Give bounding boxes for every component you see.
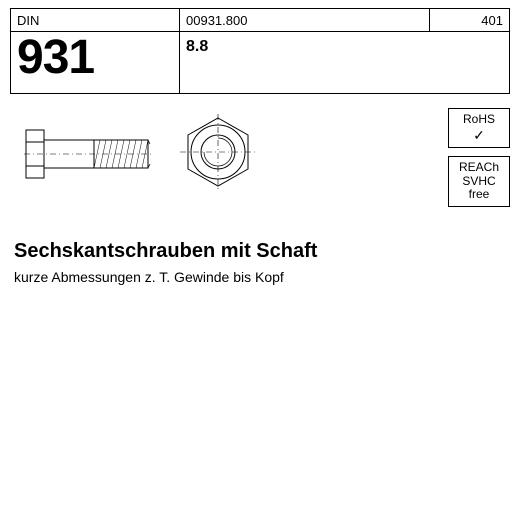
grade-value: 8.8 — [186, 38, 208, 56]
main-number-cell: 931 — [10, 32, 180, 93]
standard-number: 931 — [17, 34, 94, 82]
main-grade-cell: 8.8 — [180, 32, 510, 93]
reach-line1: REACh — [451, 161, 507, 175]
product-title: Sechskantschrauben mit Schaft — [14, 240, 510, 263]
reach-line2: SVHC — [451, 175, 507, 189]
product-subtitle: kurze Abmessungen z. T. Gewinde bis Kopf — [14, 269, 510, 285]
rohs-label: RoHS — [451, 113, 507, 127]
reach-badge: REACh SVHC free — [448, 156, 510, 207]
reach-line3: free — [451, 188, 507, 202]
diagram-area: RoHS ✓ REACh SVHC free — [10, 94, 510, 234]
rohs-check-icon: ✓ — [451, 127, 507, 143]
header-right-code: 401 — [481, 13, 503, 28]
header-right-cell: 401 — [430, 9, 510, 31]
header-code-cell: 00931.800 — [180, 9, 430, 31]
spec-card: DIN 00931.800 401 931 8.8 — [10, 8, 510, 378]
rohs-badge: RoHS ✓ — [448, 108, 510, 148]
main-row: 931 8.8 — [10, 32, 510, 94]
compliance-badges: RoHS ✓ REACh SVHC free — [448, 108, 510, 207]
bolt-side-view-icon — [24, 122, 154, 192]
header-row: DIN 00931.800 401 — [10, 8, 510, 32]
bolt-hex-view-icon — [178, 112, 258, 192]
header-code: 00931.800 — [186, 13, 247, 28]
header-standard-cell: DIN — [10, 9, 180, 31]
header-standard: DIN — [17, 13, 39, 28]
